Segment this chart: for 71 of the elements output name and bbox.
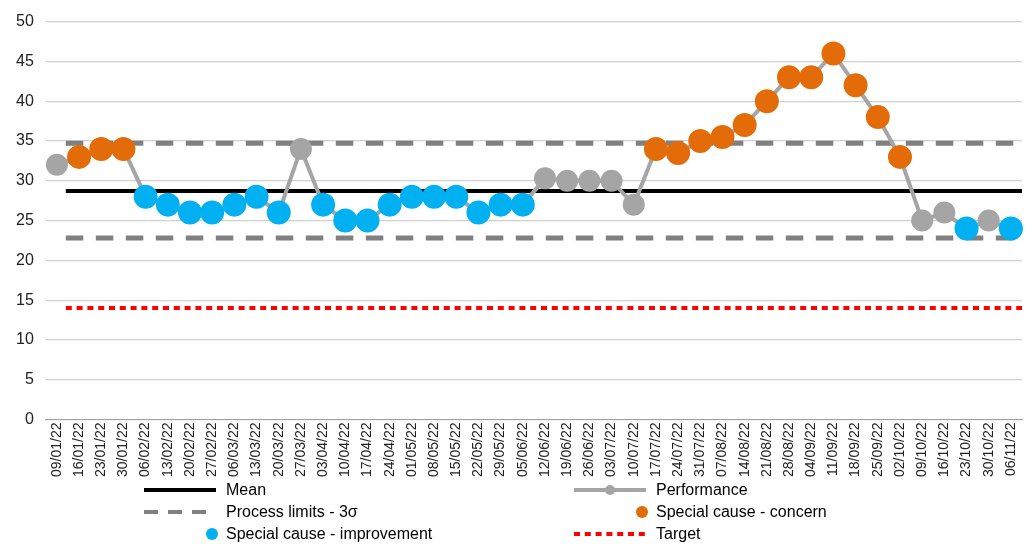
y-tick-label: 20 — [16, 250, 34, 268]
point — [556, 169, 579, 192]
legend-label: Mean — [226, 481, 267, 499]
point — [289, 137, 312, 160]
x-tick-label: 14/08/22 — [735, 422, 752, 477]
x-tick-label: 26/06/22 — [580, 422, 597, 477]
y-tick-label: 5 — [24, 370, 34, 388]
x-tick-label: 23/01/22 — [92, 422, 109, 477]
x-tick-label: 11/09/22 — [824, 422, 841, 476]
x-tick-label: 08/05/22 — [424, 422, 441, 477]
x-tick-label: 24/07/22 — [668, 422, 685, 477]
x-tick-label: 02/10/22 — [890, 422, 907, 477]
x-tick-label: 09/10/22 — [913, 422, 930, 477]
x-tick-label: 13/03/22 — [247, 422, 264, 477]
x-tick-label: 25/09/22 — [868, 422, 885, 477]
x-tick-label: 21/08/22 — [757, 422, 774, 477]
legend-label: Performance — [656, 481, 748, 499]
x-tick-label: 09/01/22 — [47, 422, 64, 477]
x-tick-label: 10/07/22 — [624, 422, 641, 477]
x-tick-label: 20/03/22 — [269, 422, 286, 477]
legend-label: Special cause - improvement — [226, 525, 433, 543]
x-tick-label: 20/02/22 — [180, 422, 197, 477]
x-tick-label: 19/06/22 — [558, 422, 575, 477]
y-tick-label: 25 — [16, 210, 34, 228]
x-tick-label: 28/08/22 — [779, 422, 796, 477]
x-tick-label: 10/04/22 — [336, 422, 353, 477]
x-tick-label: 27/02/22 — [203, 422, 220, 477]
point — [533, 167, 556, 190]
x-tick-label: 23/10/22 — [957, 422, 974, 477]
y-tick-label: 50 — [16, 12, 34, 30]
x-tick-label: 24/04/22 — [380, 422, 397, 477]
x-tick-label: 30/10/22 — [979, 422, 996, 477]
x-tick-label: 15/05/22 — [447, 422, 464, 477]
point — [622, 193, 645, 216]
y-tick-label: 45 — [16, 51, 34, 69]
y-tick-label: 30 — [16, 171, 34, 189]
x-tick-label: 05/06/22 — [513, 422, 530, 477]
legend-label: Process limits - 3σ — [226, 503, 358, 521]
x-tick-label: 27/03/22 — [291, 422, 308, 477]
x-tick-label: 04/09/22 — [802, 422, 819, 477]
x-tick-label: 30/01/22 — [114, 422, 131, 477]
x-tick-label: 06/03/22 — [225, 422, 242, 477]
point — [977, 209, 1000, 232]
legend-label: Special cause - concern — [656, 503, 827, 521]
point — [911, 209, 934, 232]
point — [578, 169, 601, 192]
x-tick-label: 06/11/22 — [1001, 422, 1018, 476]
y-tick-label: 40 — [16, 91, 34, 109]
y-tick-label: 10 — [16, 330, 34, 348]
x-tick-label: 16/10/22 — [935, 422, 952, 477]
x-tick-label: 03/07/22 — [602, 422, 619, 477]
x-tick-label: 03/04/22 — [313, 422, 330, 477]
x-tick-label: 17/07/22 — [646, 422, 663, 477]
x-tick-label: 07/08/22 — [713, 422, 730, 477]
x-tick-label: 13/02/22 — [158, 422, 175, 477]
x-tick-label: 18/09/22 — [846, 422, 863, 477]
x-tick-label: 12/06/22 — [535, 422, 552, 477]
legend-label: Target — [656, 525, 701, 543]
point — [933, 201, 956, 224]
x-tick-label: 06/02/22 — [136, 422, 153, 477]
x-tick-label: 16/01/22 — [69, 422, 86, 477]
y-tick-label: 15 — [16, 290, 34, 308]
point — [45, 153, 68, 176]
x-tick-label: 22/05/22 — [469, 422, 486, 477]
point — [600, 169, 623, 192]
y-tick-label: 35 — [16, 131, 34, 149]
x-tick-label: 29/05/22 — [491, 422, 508, 477]
x-tick-label: 31/07/22 — [691, 422, 708, 477]
x-tick-label: 17/04/22 — [358, 422, 375, 477]
x-tick-label: 01/05/22 — [402, 422, 419, 477]
y-tick-label: 0 — [24, 409, 34, 427]
